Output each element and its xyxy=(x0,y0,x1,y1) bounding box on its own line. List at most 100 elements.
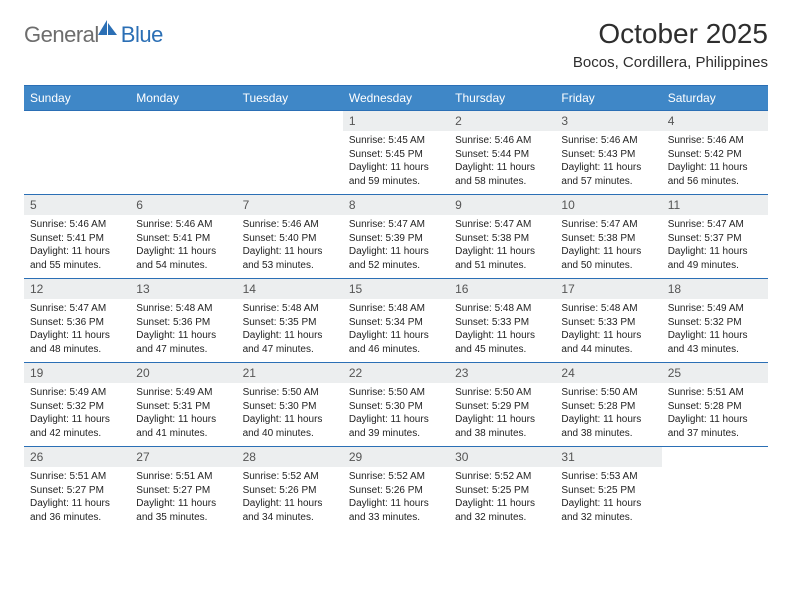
day-body: Sunrise: 5:48 AMSunset: 5:34 PMDaylight:… xyxy=(343,299,449,356)
day-line: Sunset: 5:38 PM xyxy=(455,232,549,246)
day-cell: 6Sunrise: 5:46 AMSunset: 5:41 PMDaylight… xyxy=(130,195,236,278)
day-line: Daylight: 11 hours and 35 minutes. xyxy=(136,497,230,524)
day-line: Sunrise: 5:45 AM xyxy=(349,134,443,148)
day-header: Wednesday xyxy=(343,86,449,110)
day-line: Sunrise: 5:46 AM xyxy=(668,134,762,148)
day-line: Sunrise: 5:48 AM xyxy=(349,302,443,316)
day-body: Sunrise: 5:48 AMSunset: 5:33 PMDaylight:… xyxy=(449,299,555,356)
day-cell: 28Sunrise: 5:52 AMSunset: 5:26 PMDayligh… xyxy=(237,447,343,530)
day-line: Sunrise: 5:46 AM xyxy=(136,218,230,232)
day-body: Sunrise: 5:50 AMSunset: 5:29 PMDaylight:… xyxy=(449,383,555,440)
day-number: 12 xyxy=(24,279,130,299)
day-cell: 4Sunrise: 5:46 AMSunset: 5:42 PMDaylight… xyxy=(662,111,768,194)
day-line: Sunset: 5:33 PM xyxy=(561,316,655,330)
day-line: Daylight: 11 hours and 49 minutes. xyxy=(668,245,762,272)
day-line: Daylight: 11 hours and 58 minutes. xyxy=(455,161,549,188)
weeks-container: 1Sunrise: 5:45 AMSunset: 5:45 PMDaylight… xyxy=(24,110,768,530)
day-line: Daylight: 11 hours and 51 minutes. xyxy=(455,245,549,272)
day-line: Daylight: 11 hours and 47 minutes. xyxy=(243,329,337,356)
day-line: Sunrise: 5:49 AM xyxy=(30,386,124,400)
day-number: 15 xyxy=(343,279,449,299)
day-line: Sunset: 5:29 PM xyxy=(455,400,549,414)
day-line: Daylight: 11 hours and 54 minutes. xyxy=(136,245,230,272)
day-cell: 7Sunrise: 5:46 AMSunset: 5:40 PMDaylight… xyxy=(237,195,343,278)
day-line: Sunset: 5:42 PM xyxy=(668,148,762,162)
day-line: Sunset: 5:32 PM xyxy=(668,316,762,330)
day-line: Sunset: 5:36 PM xyxy=(136,316,230,330)
day-number: 8 xyxy=(343,195,449,215)
day-body: Sunrise: 5:46 AMSunset: 5:44 PMDaylight:… xyxy=(449,131,555,188)
day-number: 26 xyxy=(24,447,130,467)
logo: General Blue xyxy=(24,22,163,48)
day-number: 9 xyxy=(449,195,555,215)
week-row: 1Sunrise: 5:45 AMSunset: 5:45 PMDaylight… xyxy=(24,110,768,194)
day-line: Sunset: 5:26 PM xyxy=(243,484,337,498)
day-cell: 11Sunrise: 5:47 AMSunset: 5:37 PMDayligh… xyxy=(662,195,768,278)
day-number: 13 xyxy=(130,279,236,299)
logo-sail-icon xyxy=(97,18,119,43)
day-line: Daylight: 11 hours and 47 minutes. xyxy=(136,329,230,356)
day-header: Friday xyxy=(555,86,661,110)
day-header: Thursday xyxy=(449,86,555,110)
week-row: 12Sunrise: 5:47 AMSunset: 5:36 PMDayligh… xyxy=(24,278,768,362)
day-line: Sunrise: 5:50 AM xyxy=(455,386,549,400)
day-number: 11 xyxy=(662,195,768,215)
day-line: Sunrise: 5:48 AM xyxy=(243,302,337,316)
day-line: Daylight: 11 hours and 44 minutes. xyxy=(561,329,655,356)
day-line: Daylight: 11 hours and 32 minutes. xyxy=(561,497,655,524)
day-body: Sunrise: 5:52 AMSunset: 5:26 PMDaylight:… xyxy=(343,467,449,524)
calendar: SundayMondayTuesdayWednesdayThursdayFrid… xyxy=(24,85,768,530)
day-number: 16 xyxy=(449,279,555,299)
day-line: Daylight: 11 hours and 52 minutes. xyxy=(349,245,443,272)
day-body: Sunrise: 5:48 AMSunset: 5:33 PMDaylight:… xyxy=(555,299,661,356)
day-cell xyxy=(24,111,130,194)
day-number: 10 xyxy=(555,195,661,215)
week-row: 5Sunrise: 5:46 AMSunset: 5:41 PMDaylight… xyxy=(24,194,768,278)
logo-text-general: General xyxy=(24,22,99,48)
header: General Blue October 2025 Bocos, Cordill… xyxy=(24,18,768,71)
day-line: Daylight: 11 hours and 40 minutes. xyxy=(243,413,337,440)
day-header: Monday xyxy=(130,86,236,110)
title-block: October 2025 Bocos, Cordillera, Philippi… xyxy=(573,18,768,71)
day-line: Daylight: 11 hours and 43 minutes. xyxy=(668,329,762,356)
day-line: Sunset: 5:31 PM xyxy=(136,400,230,414)
day-cell: 24Sunrise: 5:50 AMSunset: 5:28 PMDayligh… xyxy=(555,363,661,446)
day-line: Sunrise: 5:50 AM xyxy=(349,386,443,400)
day-body: Sunrise: 5:52 AMSunset: 5:25 PMDaylight:… xyxy=(449,467,555,524)
day-line: Sunset: 5:30 PM xyxy=(243,400,337,414)
day-line: Sunset: 5:35 PM xyxy=(243,316,337,330)
day-cell: 21Sunrise: 5:50 AMSunset: 5:30 PMDayligh… xyxy=(237,363,343,446)
day-cell: 13Sunrise: 5:48 AMSunset: 5:36 PMDayligh… xyxy=(130,279,236,362)
day-body: Sunrise: 5:52 AMSunset: 5:26 PMDaylight:… xyxy=(237,467,343,524)
day-body: Sunrise: 5:46 AMSunset: 5:41 PMDaylight:… xyxy=(130,215,236,272)
day-body: Sunrise: 5:45 AMSunset: 5:45 PMDaylight:… xyxy=(343,131,449,188)
day-body: Sunrise: 5:51 AMSunset: 5:27 PMDaylight:… xyxy=(130,467,236,524)
day-body: Sunrise: 5:49 AMSunset: 5:32 PMDaylight:… xyxy=(662,299,768,356)
day-line: Sunset: 5:30 PM xyxy=(349,400,443,414)
day-line: Daylight: 11 hours and 53 minutes. xyxy=(243,245,337,272)
day-line: Sunrise: 5:47 AM xyxy=(561,218,655,232)
day-cell xyxy=(130,111,236,194)
day-line: Sunset: 5:39 PM xyxy=(349,232,443,246)
day-line: Daylight: 11 hours and 45 minutes. xyxy=(455,329,549,356)
day-line: Sunset: 5:38 PM xyxy=(561,232,655,246)
day-line: Sunset: 5:37 PM xyxy=(668,232,762,246)
day-line: Daylight: 11 hours and 33 minutes. xyxy=(349,497,443,524)
day-line: Sunset: 5:45 PM xyxy=(349,148,443,162)
day-cell: 16Sunrise: 5:48 AMSunset: 5:33 PMDayligh… xyxy=(449,279,555,362)
day-cell: 23Sunrise: 5:50 AMSunset: 5:29 PMDayligh… xyxy=(449,363,555,446)
day-line: Sunset: 5:41 PM xyxy=(30,232,124,246)
day-number: 18 xyxy=(662,279,768,299)
day-cell xyxy=(662,447,768,530)
day-line: Sunrise: 5:50 AM xyxy=(561,386,655,400)
day-number: 28 xyxy=(237,447,343,467)
day-line: Sunrise: 5:46 AM xyxy=(243,218,337,232)
day-line: Sunrise: 5:51 AM xyxy=(668,386,762,400)
day-line: Sunset: 5:25 PM xyxy=(455,484,549,498)
day-number: 24 xyxy=(555,363,661,383)
day-line: Sunset: 5:26 PM xyxy=(349,484,443,498)
day-line: Sunset: 5:34 PM xyxy=(349,316,443,330)
day-body: Sunrise: 5:46 AMSunset: 5:42 PMDaylight:… xyxy=(662,131,768,188)
day-line: Sunset: 5:40 PM xyxy=(243,232,337,246)
day-line: Daylight: 11 hours and 39 minutes. xyxy=(349,413,443,440)
